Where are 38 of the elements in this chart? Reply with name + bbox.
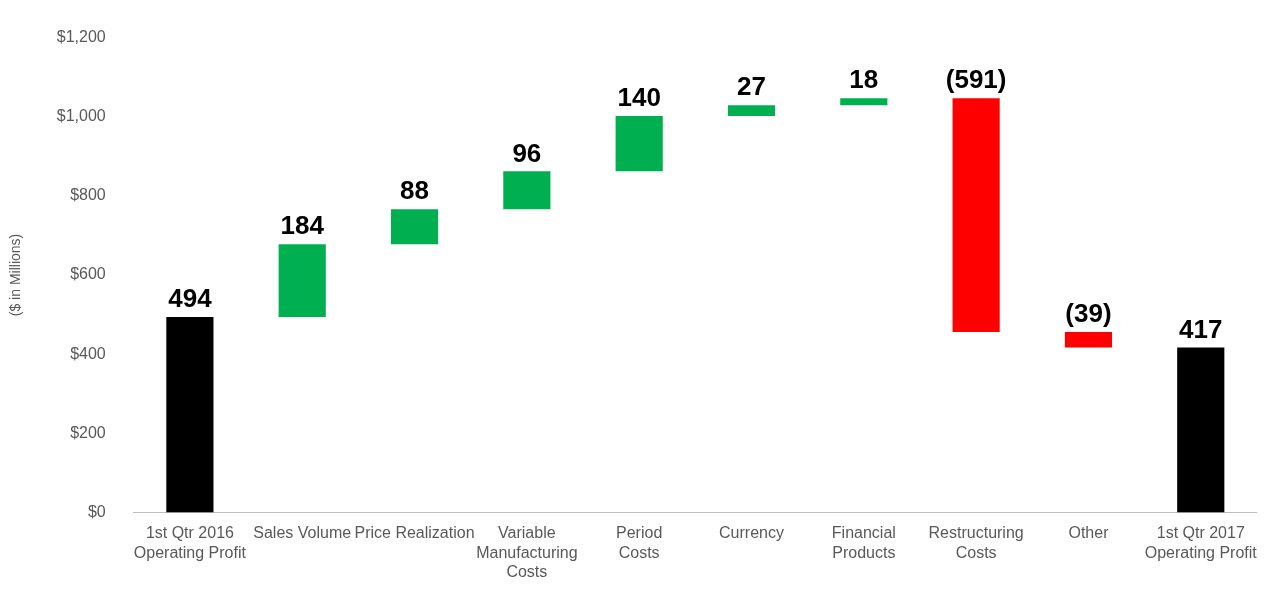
bar [952,98,1000,332]
data-label: 417 [1179,313,1223,344]
bar [1064,331,1113,348]
y-tick-label: $200 [70,423,106,441]
bar [1177,347,1225,513]
x-tick-label: Variable Manufacturing Costs [476,524,578,580]
bar [840,98,888,106]
y-tick-label: $1,000 [56,107,106,125]
y-tick-label: $800 [70,186,106,204]
bar [278,244,326,317]
data-label: 27 [737,71,766,102]
x-tick-label: 1st Qtr 2017 Operating Profit [1144,524,1258,561]
bar [615,115,663,172]
data-label: 18 [849,64,879,95]
data-label: 140 [617,82,661,113]
data-label: 184 [280,210,325,241]
data-label: (39) [1065,298,1112,329]
y-tick-label: $0 [87,502,106,520]
x-tick-label: Price Realization [354,524,475,542]
data-label: 494 [168,283,213,314]
x-tick-label: 1st Qtr 2016 Operating Profit [133,524,247,561]
y-tick-label: $400 [70,344,106,362]
y-tick-label: $600 [70,265,106,283]
bar [503,171,551,210]
bar [727,105,776,116]
x-tick-label: Financial Products [831,524,896,561]
x-tick-label: Restructuring Costs [928,524,1024,561]
x-tick-label: Currency [719,524,784,542]
bar [166,316,214,513]
x-tick-label: Sales Volume [253,524,352,542]
data-label: (591) [945,64,1007,95]
y-tick-label: $1,200 [56,28,106,46]
x-tick-label: Other [1068,524,1110,542]
x-tick-label: Period Costs [616,524,663,561]
y-axis-title: ($ in Millions) [7,233,24,317]
data-label: 96 [512,137,542,168]
data-label: 88 [400,175,429,206]
bar [390,209,439,245]
